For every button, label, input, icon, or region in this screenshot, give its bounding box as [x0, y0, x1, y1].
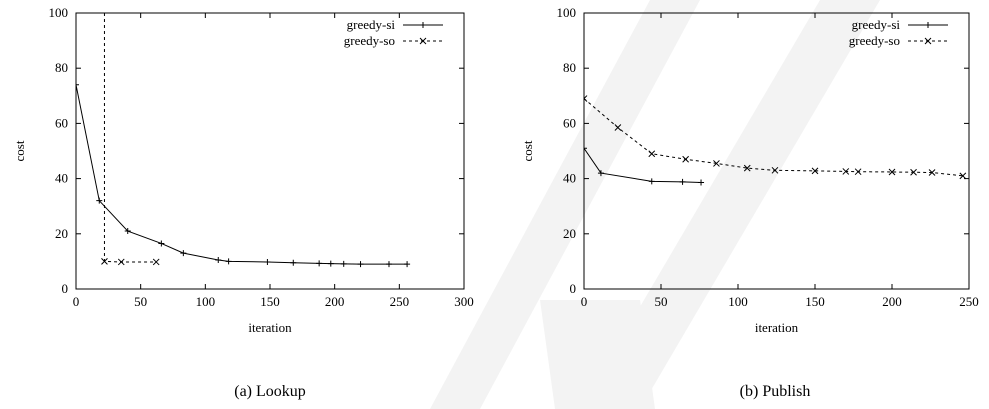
lookup-point-greedy-so — [152, 258, 160, 266]
publish-point-greedy-so — [888, 168, 896, 176]
publish-point-greedy-so — [928, 169, 936, 176]
publish-point-greedy-so — [910, 168, 917, 176]
lookup-point-greedy-si — [385, 261, 392, 268]
publish-point-greedy-so — [584, 95, 588, 102]
publish-legend-label-greedy-si: greedy-si — [852, 17, 901, 32]
publish-series-greedy-so — [584, 95, 967, 180]
lookup-xtick-label: 250 — [390, 294, 410, 309]
publish-point-greedy-si — [648, 178, 655, 185]
lookup-point-greedy-si — [264, 258, 271, 265]
publish-point-greedy-so — [713, 160, 720, 167]
publish-point-greedy-si — [698, 179, 705, 186]
lookup-point-greedy-so — [117, 258, 125, 266]
watermark — [430, 0, 880, 409]
publish-xtick-label: 100 — [728, 294, 748, 309]
lookup-xaxis-label: iteration — [248, 320, 292, 335]
lookup-point-greedy-si — [124, 228, 131, 235]
publish-xaxis-label: iteration — [755, 320, 799, 335]
lookup-ytick-label: 80 — [55, 60, 68, 75]
chart-lookup-plot: 0 50 100 150 200 250 300 0 20 40 60 80 100 iteration c… — [12, 5, 474, 335]
lookup-point-greedy-si — [96, 197, 103, 204]
publish-point-greedy-si — [584, 145, 587, 152]
lookup-point-greedy-si — [357, 261, 364, 268]
lookup-ytick-label: 40 — [55, 171, 68, 186]
publish-xtick-label: 150 — [805, 294, 825, 309]
lookup-xtick-label: 150 — [260, 294, 280, 309]
lookup-point-greedy-si — [404, 261, 411, 268]
lookup-xtick-label: 200 — [325, 294, 345, 309]
publish-xtick-label: 0 — [581, 294, 588, 309]
lookup-ytick-label: 20 — [55, 226, 68, 241]
publish-legend-label-greedy-so: greedy-so — [849, 33, 900, 48]
publish-ytick-label: 60 — [563, 115, 576, 130]
lookup-point-greedy-si — [215, 257, 222, 264]
lookup-xtick-label: 100 — [196, 294, 216, 309]
publish-legend-marker-greedy-so — [924, 37, 932, 45]
chart-publish-plot: 0 50 100 150 200 250 0 20 40 60 80 100 iteration cost… — [520, 5, 979, 335]
lookup-point-greedy-si — [180, 250, 187, 257]
chart-lookup-caption: (a) Lookup — [234, 383, 306, 400]
publish-point-greedy-so — [682, 155, 689, 163]
watermark-stroke-2 — [580, 0, 880, 409]
chart-lookup: 0 50 100 150 200 250 300 0 20 40 60 80 100 iteration c… — [12, 5, 474, 400]
lookup-ytick-label: 60 — [55, 115, 68, 130]
lookup-point-greedy-si — [225, 258, 232, 265]
lookup-xtick-label: 50 — [134, 294, 147, 309]
publish-point-greedy-so — [854, 168, 862, 176]
lookup-xtick-label: 0 — [73, 294, 80, 309]
publish-point-greedy-so — [648, 150, 656, 158]
lookup-point-greedy-si — [76, 81, 79, 88]
publish-point-greedy-so — [842, 168, 850, 175]
lookup-legend-label-greedy-so: greedy-so — [344, 33, 395, 48]
lookup-plot-frame — [75, 12, 465, 290]
lookup-series-line-greedy-si — [76, 84, 408, 265]
lookup-legend-label-greedy-si: greedy-si — [347, 17, 396, 32]
publish-point-greedy-so — [811, 167, 819, 175]
lookup-point-greedy-so — [101, 258, 108, 265]
publish-point-greedy-so — [959, 172, 967, 180]
lookup-point-greedy-si — [340, 260, 347, 267]
publish-series-greedy-si — [584, 145, 705, 186]
publish-xtick-label: 250 — [959, 294, 979, 309]
watermark-stroke-1 — [430, 0, 700, 409]
chart-publish-caption: (b) Publish — [740, 383, 811, 400]
lookup-point-greedy-si — [316, 260, 323, 267]
publish-yaxis-label: cost — [520, 140, 535, 161]
lookup-point-greedy-si — [158, 240, 165, 247]
publish-xtick-label: 50 — [655, 294, 668, 309]
lookup-point-greedy-si — [290, 259, 297, 266]
publish-point-greedy-si — [679, 178, 686, 185]
publish-ytick-label: 100 — [557, 5, 577, 20]
lookup-point-greedy-si — [327, 260, 334, 267]
publish-legend-marker-greedy-si — [925, 22, 931, 28]
lookup-series-greedy-so — [101, 13, 160, 266]
lookup-xtick-label: 300 — [454, 294, 474, 309]
watermark-stroke-3 — [540, 300, 655, 409]
publish-point-greedy-si — [597, 170, 604, 177]
publish-point-greedy-so — [614, 124, 622, 131]
publish-ytick-label: 0 — [570, 281, 577, 296]
lookup-series-greedy-si — [76, 81, 411, 268]
publish-xtick-label: 200 — [882, 294, 902, 309]
lookup-legend-marker-greedy-si — [420, 22, 426, 28]
lookup-yaxis-label: cost — [12, 140, 27, 161]
publish-point-greedy-so — [771, 166, 779, 174]
publish-ytick-label: 80 — [563, 60, 576, 75]
lookup-legend-marker-greedy-so — [419, 37, 427, 45]
publish-point-greedy-so — [743, 164, 751, 172]
lookup-ytick-label: 100 — [49, 5, 69, 20]
publish-ytick-label: 20 — [563, 226, 576, 241]
publish-ytick-label: 40 — [563, 171, 576, 186]
chart-publish: 0 50 100 150 200 250 0 20 40 60 80 100 iteration cost… — [520, 5, 979, 400]
lookup-series-line-greedy-so — [103, 13, 157, 263]
lookup-ytick-label: 0 — [62, 281, 69, 296]
